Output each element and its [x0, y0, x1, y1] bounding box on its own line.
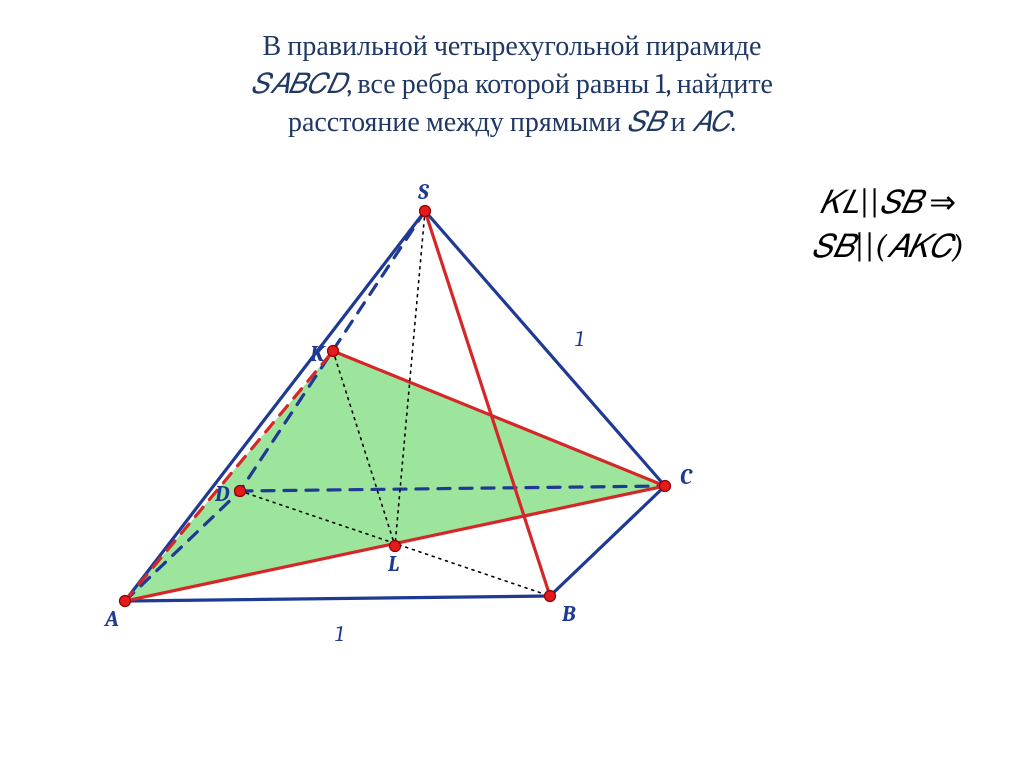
- point-b: [545, 591, 556, 602]
- content-area: 1 1 ABCDSKL 𝐾𝐿||𝑆𝐵 ⇒ 𝑆𝐵||(𝐴𝐾𝐶): [0, 151, 1024, 711]
- title-line2-mid: , все ребра которой равны 1, найдите: [346, 68, 773, 100]
- point-d: [235, 486, 246, 497]
- rhs-math: 𝐾𝐿||𝑆𝐵 ⇒ 𝑆𝐵||(𝐴𝐾𝐶): [812, 181, 964, 267]
- rhs-par2: ||: [854, 228, 874, 265]
- title-line1: В правильной четырехугольной пирамиде: [263, 30, 762, 62]
- rhs-akc: (𝐴𝐾𝐶): [875, 228, 964, 265]
- rhs-sb1: 𝑆𝐵: [880, 184, 923, 221]
- label-one-ab: 1: [335, 621, 344, 647]
- pyramid-figure: 1 1 A B C D S K L: [70, 161, 720, 681]
- rhs-arrow: ⇒: [922, 184, 956, 221]
- label-s: S: [417, 179, 430, 205]
- title-line3-pre: расстояние между прямыми: [288, 106, 627, 138]
- edge-ab: [125, 596, 550, 601]
- point-l: [390, 541, 401, 552]
- label-l: L: [387, 551, 399, 577]
- label-k: K: [309, 341, 326, 367]
- point-c: [660, 481, 671, 492]
- problem-title: В правильной четырехугольной пирамиде 𝑆𝐴…: [0, 0, 1024, 151]
- title-and: и: [664, 106, 691, 138]
- point-a: [120, 596, 131, 607]
- title-sb: 𝑆𝐵: [627, 106, 664, 138]
- title-sabcd: 𝑆𝐴𝐵𝐶𝐷: [251, 68, 346, 100]
- title-period: .: [730, 106, 736, 138]
- point-k: [328, 346, 339, 357]
- rhs-par1: ||: [859, 184, 879, 221]
- label-c: C: [680, 464, 693, 490]
- rhs-kl: 𝐾𝐿: [820, 184, 860, 221]
- label-one-sc: 1: [575, 326, 584, 352]
- rhs-sb2: 𝑆𝐵: [812, 228, 855, 265]
- point-s: [420, 206, 431, 217]
- label-d: D: [214, 481, 230, 507]
- label-b: B: [561, 601, 576, 627]
- label-a: A: [103, 606, 119, 632]
- title-ac: 𝐴𝐶: [692, 106, 731, 138]
